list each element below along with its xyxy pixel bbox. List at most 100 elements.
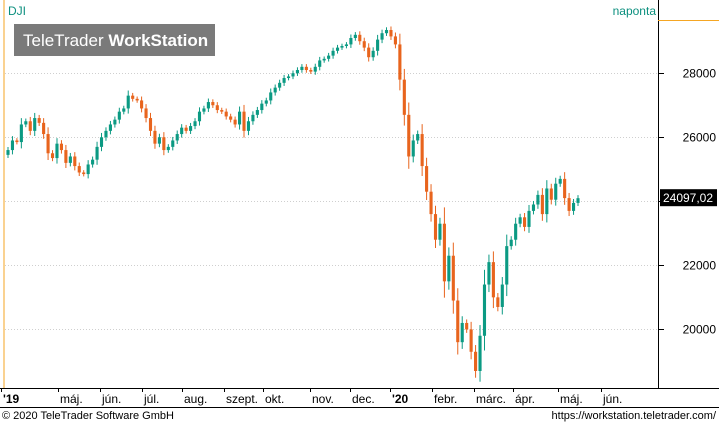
last-value-marker: 24097,02 [660,189,717,207]
y-axis-ticks: 2000022000240002600028000 [658,67,716,337]
candle-body [518,217,522,224]
candle-body [24,121,28,125]
grid-lines [5,73,658,330]
candle-body [202,108,206,112]
candle-body [197,111,202,122]
candle-body [86,164,90,175]
candle-body [246,121,251,131]
candle-body [144,108,148,119]
candle-body [175,134,179,141]
y-tick-label: 20000 [683,323,717,337]
website-link[interactable]: https://workstation.teletrader.com/ [551,410,716,422]
candle-body [420,134,424,167]
candle-body [131,95,135,99]
candle-body [425,166,429,192]
candle-body [95,146,99,160]
candle-body [567,198,571,211]
x-tick-label: okt. [265,392,284,406]
candle-body [295,70,300,74]
candle-body [407,114,411,157]
candle-body [411,140,415,157]
candle-body [153,130,157,144]
interval-label: naponta [613,4,657,18]
candle-body [545,188,549,215]
candle-body [465,322,469,330]
y-tick-label: 22000 [683,259,717,273]
candle-body [304,66,308,71]
candle-body [514,223,518,240]
candle-body [157,137,161,144]
candle-body [563,178,567,199]
candle-body [380,33,384,40]
candle-body [331,50,335,56]
candle-body [59,143,63,151]
x-tick-label: aug. [184,392,207,406]
candle-body [554,183,558,200]
candle-body [474,351,478,371]
candle-body [229,116,233,120]
candle-body [447,255,451,282]
candle-body [478,335,482,371]
candle-body [251,114,255,122]
candle-body [451,255,455,301]
candle-body [148,118,153,131]
symbol-label: DJI [8,4,26,18]
watermark-text-light: TeleTrader [23,31,108,50]
candle-body [509,239,513,247]
candle-body [429,191,433,215]
candle-body [362,41,366,48]
candle-body [82,172,86,175]
candle-body [238,111,242,125]
candle-body [309,70,313,72]
candle-body [19,124,23,143]
candle-body [15,140,19,143]
x-tick-label: márc. [476,392,506,406]
candle-body [206,102,210,109]
candle-body [358,34,362,42]
candle-body [491,262,495,298]
candle-body [438,223,442,240]
candle-body [122,108,126,112]
candle-body [162,137,166,151]
candle-body [50,153,55,159]
candle-body [344,44,348,47]
x-tick-label: jún. [101,392,121,406]
candle-body [255,110,259,115]
candle-body [442,223,446,282]
candle-body [28,121,32,131]
candle-body [91,159,95,165]
candlestick-series [6,26,580,382]
candle-body [469,329,473,352]
candle-body [6,150,10,155]
watermark-text-bold: WorkStation [108,31,208,50]
x-axis-ticks: '19 máj. jún. júl. aug. szept. okt. nov. dec. '20… [1,388,622,406]
candle-body [433,214,438,240]
candle-body [327,55,331,59]
candle-body [104,130,108,138]
candle-body [46,134,50,154]
candle-body [233,119,237,125]
candle-body [211,102,215,106]
x-tick-label: máj. [60,392,83,406]
candle-body [487,262,491,285]
candle-body [140,100,144,109]
candle-body [349,38,353,45]
candle-body [286,76,291,79]
candle-body [73,156,77,167]
candle-body [540,194,544,215]
candle-body [389,30,393,37]
candle-body [242,111,246,131]
candle-body [42,122,46,135]
candle-body [456,300,460,343]
candle-body [416,134,420,141]
footer: © 2020 TeleTrader Software GmbH https://… [0,408,719,426]
candle-body [482,284,487,336]
candle-body [353,34,357,39]
candle-body [291,73,295,77]
candle-body [10,140,15,151]
candle-body [273,87,277,93]
candle-body [113,119,117,125]
candle-body [108,124,112,131]
